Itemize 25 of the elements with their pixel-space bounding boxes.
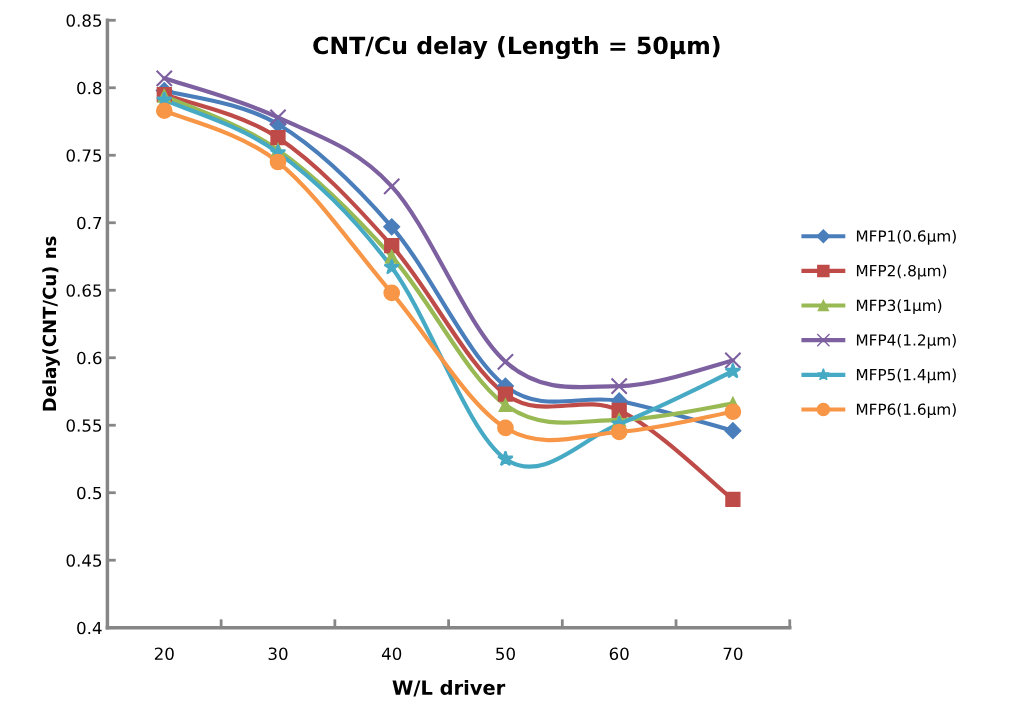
legend-label: MFP3(1µm) xyxy=(856,299,942,315)
text: CNT/Cu delay (Length = 50µm) xyxy=(313,36,720,60)
x-tick-label: 50 xyxy=(496,647,515,661)
y-tick-label: 0.55 xyxy=(66,419,102,432)
legend-label: MFP1(0.6µm) xyxy=(856,230,956,245)
y-tick-label: 0.75 xyxy=(66,149,102,162)
x-tick-label: 40 xyxy=(381,647,402,661)
legend-label: MFP5(1.4µm) xyxy=(856,368,956,384)
y-tick-label: 0.85 xyxy=(66,14,102,27)
y-tick-label: 0.5 xyxy=(77,486,102,500)
y-tick-label: 0.4 xyxy=(77,621,102,635)
x-tick-label: 30 xyxy=(268,647,288,661)
legend-label: MFP2(.8µm) xyxy=(856,264,947,280)
y-tick-label: 0.65 xyxy=(66,284,102,297)
y-tick-label: 0.7 xyxy=(77,216,102,230)
legend-label: MFP6(1.6µm) xyxy=(856,403,956,418)
legend-label: MFP4(1.2µm) xyxy=(856,333,956,349)
x-tick-label: 70 xyxy=(723,647,743,661)
x-tick-label: 20 xyxy=(154,647,174,661)
y-axis-title: Delay(CNT/Cu) ns xyxy=(42,236,60,411)
y-tick-label: 0.6 xyxy=(77,351,102,365)
x-tick-label: 60 xyxy=(609,647,629,661)
x-axis-title: W/L driver xyxy=(392,679,506,697)
y-tick-label: 0.45 xyxy=(66,554,102,567)
y-tick-label: 0.8 xyxy=(77,81,102,95)
